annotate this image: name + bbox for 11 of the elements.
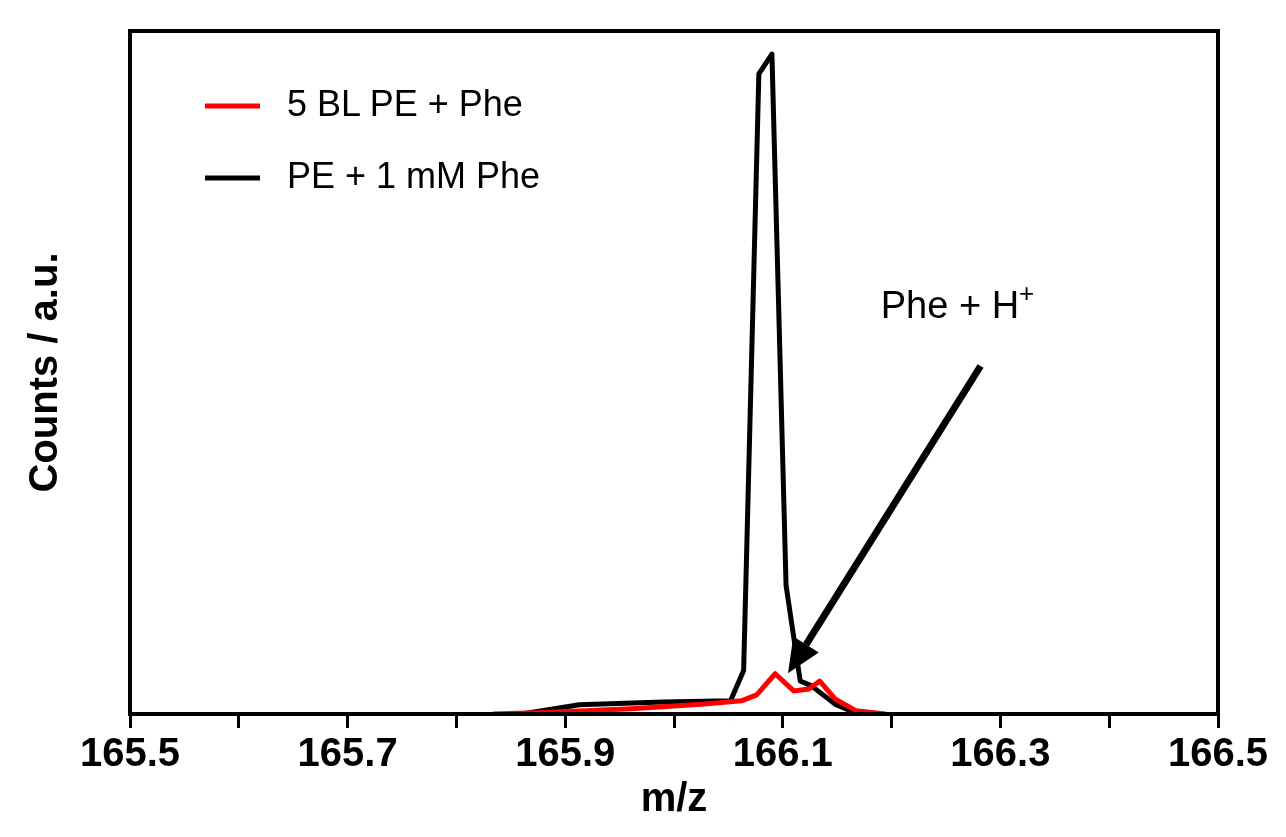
x-axis-title: m/z bbox=[640, 775, 708, 820]
x-tick-label: 165.5 bbox=[79, 730, 181, 775]
x-tick-label: 165.7 bbox=[297, 730, 398, 775]
x-tick-label: 166.5 bbox=[1167, 730, 1269, 775]
legend-label: PE + 1 mM Phe bbox=[287, 154, 541, 196]
y-axis-title: Counts / a.u. bbox=[21, 252, 66, 493]
annotation: Phe + H+ bbox=[880, 277, 1035, 326]
x-tick-label: 166.3 bbox=[950, 730, 1051, 775]
x-tick-label: 166.1 bbox=[732, 730, 833, 775]
legend-label: 5 BL PE + Phe bbox=[287, 82, 523, 124]
x-tick-label: 165.9 bbox=[515, 730, 616, 775]
